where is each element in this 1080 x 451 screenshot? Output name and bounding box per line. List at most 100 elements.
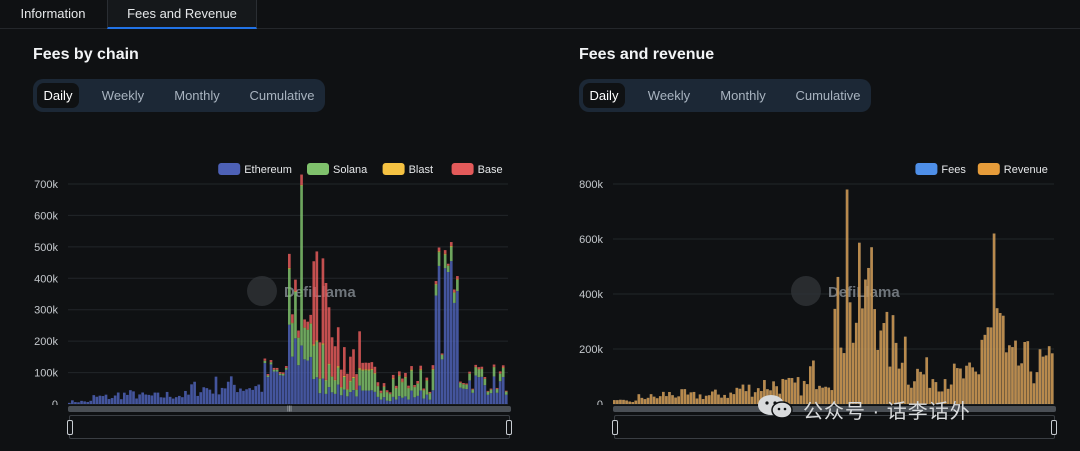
bar-revenue [772, 381, 775, 404]
grip-icon[interactable]: ||| [287, 406, 292, 412]
bar-base [275, 367, 279, 370]
bar-base [336, 327, 340, 367]
bar-revenue [925, 357, 929, 404]
bar-blast [315, 340, 319, 342]
range-slider[interactable]: ||| [67, 406, 512, 439]
bar-solana [462, 384, 465, 389]
slider-track[interactable]: ||| [68, 406, 511, 412]
slider-handle-right[interactable] [1051, 420, 1057, 435]
bar-solana [468, 373, 471, 381]
bar-revenue [658, 396, 662, 404]
bar-base [401, 378, 404, 382]
bar-ethereum [211, 393, 215, 404]
bar-revenue [760, 391, 763, 404]
bar-solana [471, 389, 474, 393]
bar-solana [306, 329, 309, 361]
bar-solana [284, 367, 288, 370]
bar-revenue [1011, 347, 1014, 404]
y-tick-label: 300k [34, 305, 58, 317]
period-weekly-button[interactable]: Weekly [647, 88, 691, 103]
bar-revenue [858, 242, 861, 404]
bar-base [434, 281, 438, 284]
range-slider[interactable] [612, 406, 1057, 439]
bar-base [284, 366, 288, 368]
tab-fees-and-revenue[interactable]: Fees and Revenue [107, 0, 257, 29]
slider-window[interactable] [69, 415, 510, 439]
bar-ethereum [165, 391, 169, 404]
slider-handle-right[interactable] [506, 420, 512, 435]
bar-ethereum [498, 381, 502, 404]
slider-track[interactable] [613, 406, 1056, 412]
bar-ethereum [162, 397, 166, 404]
bar-blast [367, 369, 371, 371]
bar-blast [294, 291, 297, 292]
bar-revenue [870, 247, 873, 404]
bar-ethereum [385, 400, 389, 404]
bar-base [501, 365, 505, 368]
bar-ethereum [321, 378, 325, 404]
bar-revenue [983, 334, 987, 404]
bar-revenue [695, 398, 699, 404]
bar-ethereum [373, 391, 377, 404]
bar-revenue [625, 400, 628, 404]
bar-solana [324, 380, 328, 394]
bar-solana [480, 369, 484, 377]
bar-base [321, 258, 325, 344]
bar-ethereum [312, 379, 316, 404]
bar-solana [434, 284, 438, 296]
bar-base [269, 360, 273, 363]
bar-solana [416, 383, 419, 396]
bar-revenue [864, 279, 867, 404]
bar-revenue [1001, 315, 1005, 404]
bar-blast [312, 344, 316, 346]
bar-ethereum [327, 387, 331, 404]
bar-ethereum [74, 402, 77, 404]
bar-solana [370, 369, 374, 391]
period-monthly-button[interactable]: Monthly [720, 88, 766, 103]
bar-ethereum [233, 384, 236, 404]
bar-base [425, 377, 429, 381]
slider-handle-left[interactable] [612, 420, 618, 435]
bar-revenue [818, 385, 821, 404]
period-monthly-button[interactable]: Monthly [174, 88, 220, 103]
bar-ethereum [370, 390, 374, 404]
bar-ethereum [404, 396, 407, 404]
bar-blast [373, 372, 377, 374]
period-cumulative-button[interactable]: Cumulative [795, 88, 861, 103]
bar-revenue [888, 366, 892, 404]
bar-base [471, 388, 474, 390]
bar-base [358, 331, 361, 369]
bar-base [492, 364, 496, 367]
fees-by-chain-chart: 0100k200k300k400k500k600k700kJulSepNov20… [34, 163, 508, 405]
bar-revenue [1044, 355, 1048, 404]
bar-base [278, 372, 282, 374]
legend-label: Revenue [1004, 164, 1048, 176]
bar-base [391, 374, 395, 379]
tab-information[interactable]: Information [20, 6, 86, 21]
bar-base [456, 276, 459, 280]
bar-base [453, 289, 456, 293]
period-selector: Daily Weekly Monthly Cumulative [33, 79, 325, 112]
bar-revenue [1041, 356, 1045, 404]
bar-base [303, 319, 306, 328]
bar-ethereum [147, 394, 151, 404]
bar-base [291, 314, 294, 323]
period-daily-button[interactable]: Daily [37, 83, 79, 108]
bar-revenue [974, 371, 978, 404]
slider-handle-left[interactable] [67, 420, 73, 435]
y-tick-label: 400k [34, 273, 58, 285]
bar-base [373, 366, 377, 373]
bar-revenue [741, 384, 745, 404]
bar-ethereum [248, 388, 251, 404]
bar-revenue [977, 374, 981, 404]
bar-ethereum [202, 387, 206, 404]
y-tick-label: 0 [52, 399, 58, 405]
period-weekly-button[interactable]: Weekly [101, 88, 145, 103]
bar-blast [443, 253, 447, 255]
period-daily-button[interactable]: Daily [583, 83, 625, 108]
bar-ethereum [343, 389, 346, 404]
y-tick-label: 500k [34, 242, 58, 254]
period-cumulative-button[interactable]: Cumulative [249, 88, 315, 103]
bar-revenue [952, 363, 956, 404]
bar-ethereum [388, 401, 392, 404]
